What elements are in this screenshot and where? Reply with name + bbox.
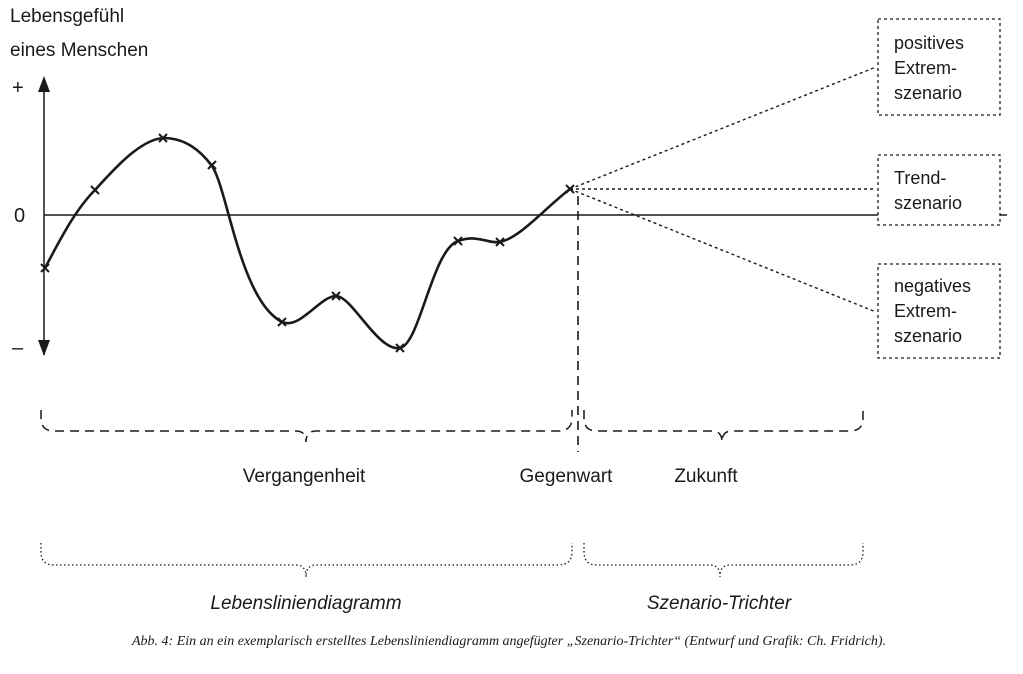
y-axis-title-line1: Lebensgefühl	[10, 6, 124, 27]
future-label: Zukunft	[674, 466, 738, 487]
trend-scenario-line2: szenario	[894, 193, 962, 213]
negative-scenario-line2: Extrem-	[894, 301, 957, 321]
marker-6	[331, 291, 341, 301]
present-label: Gegenwart	[520, 466, 614, 487]
negative-scenario-line	[569, 188, 877, 313]
marker-3	[158, 133, 168, 143]
negative-scenario-line3: szenario	[894, 326, 962, 346]
scenario-funnel-label: Szenario-Trichter	[647, 593, 792, 614]
negative-scenario-box	[877, 263, 1001, 359]
marker-2	[90, 185, 100, 195]
y-axis-minus-label: –	[12, 337, 24, 359]
funnel-brace	[583, 543, 864, 578]
positive-scenario-line2: Extrem-	[894, 58, 957, 78]
marker-4	[207, 160, 217, 170]
trend-scenario-line1: Trend-	[894, 168, 946, 188]
positive-scenario-line1: positives	[894, 33, 964, 53]
positive-scenario-box	[877, 18, 1001, 116]
y-axis-title-line2: eines Menschen	[10, 40, 148, 61]
y-axis-arrow-up	[38, 76, 50, 92]
figure-caption: Abb. 4: Ein an ein exemplarisch erstellt…	[131, 634, 886, 649]
life-line-markers	[40, 133, 575, 353]
positive-scenario-line	[569, 66, 877, 190]
marker-5	[277, 317, 287, 327]
marker-8	[453, 236, 463, 246]
y-axis-zero-label: 0	[14, 205, 25, 227]
past-label: Vergangenheit	[243, 466, 366, 487]
future-brace	[583, 410, 864, 443]
negative-scenario-line1: negatives	[894, 276, 971, 296]
y-axis-plus-label: +	[12, 77, 24, 99]
lifeline-brace	[40, 543, 573, 578]
marker-1	[40, 263, 50, 273]
past-brace	[40, 410, 573, 443]
lifeline-diagram-label: Lebensliniendiagramm	[210, 593, 401, 614]
marker-9	[495, 237, 505, 247]
trend-scenario-box	[877, 154, 1001, 226]
life-line-curve	[43, 136, 572, 350]
y-axis-arrow-down	[38, 340, 50, 356]
marker-7	[395, 343, 405, 353]
positive-scenario-line3: szenario	[894, 83, 962, 103]
